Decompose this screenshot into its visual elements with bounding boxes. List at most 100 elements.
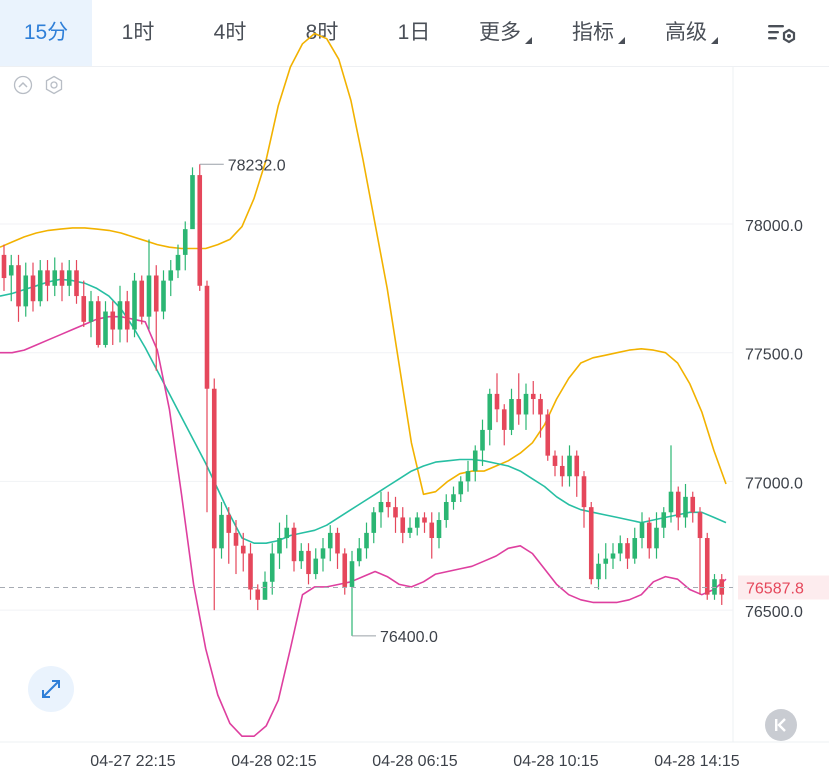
chart-settings-icon[interactable] [764, 18, 800, 48]
candle [617, 535, 623, 562]
tab-1h[interactable]: 1时 [92, 0, 184, 66]
candle-body [494, 393, 500, 410]
candle-body [81, 296, 87, 322]
candle-body [298, 550, 304, 562]
hexagon-settings-icon[interactable] [44, 75, 64, 95]
candle-body [567, 455, 572, 477]
candle [211, 378, 217, 611]
candle-body [472, 450, 478, 472]
candle-body [683, 496, 688, 518]
candle-body [625, 543, 630, 559]
candle [378, 491, 384, 528]
candle [668, 445, 674, 523]
tab-more-dropdown[interactable]: 更多 [470, 0, 532, 66]
candle-body [661, 512, 667, 528]
candle [349, 550, 355, 636]
candle-body [146, 275, 152, 317]
candle-body [211, 388, 217, 549]
tab-8h[interactable]: 8时 [276, 0, 368, 66]
candle [37, 260, 43, 307]
candle-body [8, 265, 14, 276]
candle [675, 486, 681, 531]
candle [327, 525, 333, 562]
candle [117, 285, 123, 343]
tab-15m[interactable]: 15分 [0, 0, 92, 66]
candle [458, 476, 464, 502]
candle [139, 275, 145, 325]
candle [262, 571, 268, 600]
candle-body [465, 471, 471, 482]
candle [523, 383, 529, 430]
candle [226, 507, 232, 564]
tab-label: 1时 [121, 21, 155, 44]
candle-body [552, 455, 558, 466]
candle [690, 491, 696, 523]
candle-body [45, 270, 50, 286]
candle [313, 548, 319, 580]
candle-body [654, 527, 659, 549]
tab-indicators-dropdown[interactable]: 指标 [563, 0, 625, 66]
candle [407, 517, 413, 539]
candle-body [712, 579, 717, 595]
candle-body [436, 520, 442, 539]
candle-body [313, 558, 319, 575]
candle [472, 445, 478, 482]
tab-label: 指标 [572, 21, 614, 44]
candle-body [632, 538, 638, 559]
skip-back-icon [775, 718, 786, 732]
candle-body [240, 545, 246, 554]
y-tick-label: 78000.0 [745, 218, 803, 235]
y-tick-label: 77000.0 [745, 475, 803, 492]
candle-body [429, 522, 435, 539]
candle [371, 507, 377, 544]
candle [298, 543, 304, 569]
candle-body [480, 429, 485, 451]
y-axis: 78000.0 77500.0 77000.0 76500.0 [745, 218, 803, 621]
candle [400, 507, 406, 544]
candle-body [88, 301, 94, 322]
candle [465, 460, 471, 492]
candle [255, 584, 261, 611]
tab-4h[interactable]: 4时 [184, 0, 276, 66]
candle-body [581, 476, 587, 508]
boll-mid-line [0, 278, 727, 545]
candle [74, 260, 79, 304]
chevron-up-icon[interactable] [13, 75, 33, 95]
candle [639, 512, 645, 549]
candle-body [284, 527, 290, 539]
candle [146, 239, 152, 330]
candle-body [95, 301, 101, 345]
candle [552, 450, 558, 477]
candle-body [66, 270, 72, 286]
candle [538, 393, 543, 438]
candle-body [74, 270, 79, 297]
candle-body [190, 175, 195, 230]
candle [596, 553, 601, 590]
candle [153, 265, 159, 371]
x-tick-label: 04-27 22:15 [90, 753, 176, 770]
candle [306, 543, 311, 585]
candle [277, 522, 282, 569]
candle [683, 483, 688, 528]
candle [414, 512, 420, 536]
candle-body [153, 275, 159, 312]
candle-body [407, 527, 413, 533]
candle [625, 538, 630, 569]
candle [182, 221, 188, 271]
candle [59, 262, 65, 302]
candle [545, 409, 551, 461]
tab-1d[interactable]: 1日 [368, 0, 460, 66]
candle-body [52, 270, 58, 286]
candle-body [393, 507, 398, 518]
candle [124, 290, 130, 343]
expand-button[interactable] [28, 666, 74, 712]
candle-body [103, 311, 108, 345]
tab-advanced-dropdown[interactable]: 高级 [656, 0, 718, 66]
candle-body [639, 522, 645, 539]
skip-back-button[interactable] [765, 709, 797, 741]
candle [588, 501, 594, 585]
candle [161, 270, 166, 320]
candle [8, 254, 14, 302]
candle [704, 532, 710, 600]
